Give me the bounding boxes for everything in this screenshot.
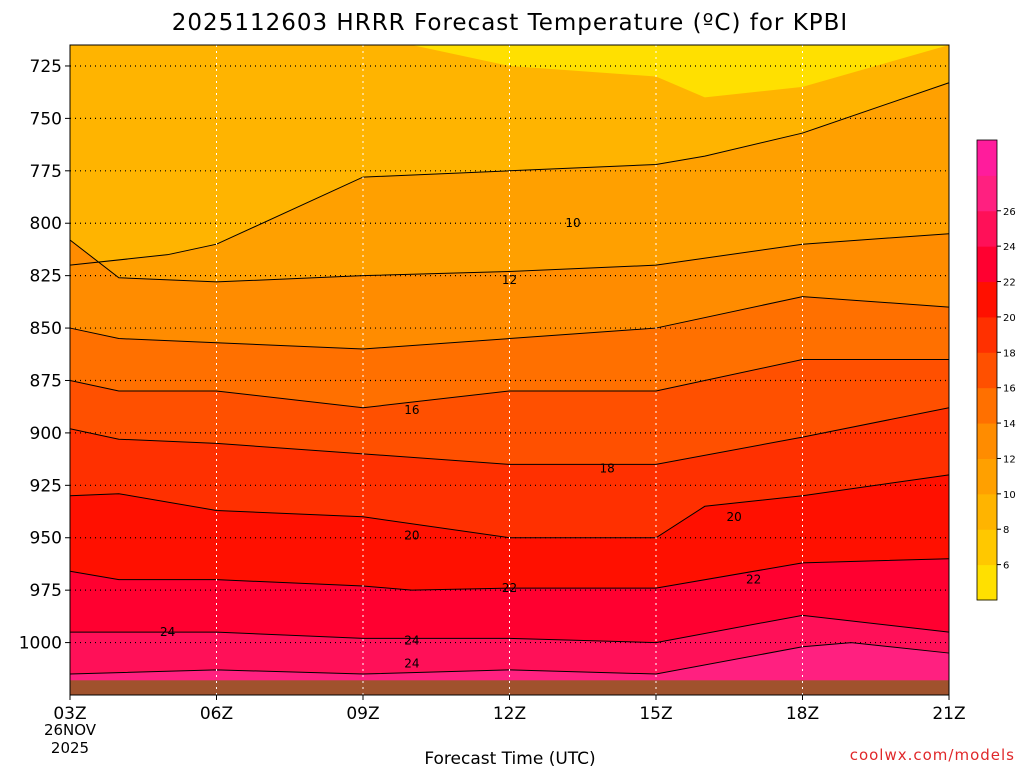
contour-label: 12 [502,273,517,287]
contour-line-10 [69,82,950,266]
contour-line-12 [69,233,950,283]
x-tick-label: 06Z [200,704,233,724]
colorbar-swatch [977,175,997,212]
colorbar-tick-label: 20 [1003,313,1016,324]
contour-line-18 [69,407,950,465]
credit-text: coolwx.com/models [850,746,1015,764]
y-tick-label: 800 [30,214,62,234]
chart-title: 2025112603 HRRR Forecast Temperature (ºC… [172,10,848,36]
y-tick-label: 850 [30,319,62,339]
x-tick-label: 03Z [53,704,86,724]
contour-label: 10 [565,216,580,230]
x-tick-label: 09Z [346,704,379,724]
contour-label: 16 [404,403,419,417]
y-tick-label: 900 [30,424,62,444]
colorbar-swatch [977,564,997,601]
colorbar-swatch [977,246,997,283]
y-tick-label: 775 [30,162,62,182]
y-tick-label: 750 [30,109,62,129]
contour-line-22 [69,558,950,591]
x-tick-label: 12Z [493,704,526,724]
colorbar-swatch [977,387,997,424]
colorbar-tick-label: 24 [1003,242,1016,253]
colorbar-tick-label: 26 [1003,207,1016,218]
contour-labels: 10 12 16 18 20 20 22 22 24 24 24 [160,216,761,670]
colorbar-tick-label: 18 [1003,348,1016,359]
y-tick-label: 725 [30,57,62,77]
temperature-fill-bands [70,45,949,695]
contour-label: 20 [726,510,741,524]
contour-label: 20 [404,529,419,543]
x-tick-label: 15Z [639,704,672,724]
colorbar-swatch [977,210,997,247]
contour-label: 18 [600,462,615,476]
colorbar-tick-label: 22 [1003,278,1016,289]
axes: 725 750 775 800 825 850 875 900 925 950 975 1000 03Z… [19,44,966,724]
contour-label: 22 [746,573,761,587]
band-6-8 [411,45,949,98]
colorbar-tick-label: 14 [1003,419,1016,430]
contour-label: 24 [404,633,419,647]
y-tick-label: 875 [30,371,62,391]
colorbar: 6 8 10 12 14 16 18 20 22 24 26 [976,139,1016,601]
contour-line-26 [69,642,950,675]
colorbar-tick-label: 16 [1003,384,1016,395]
colorbar-tick-label: 12 [1003,454,1016,465]
y-tick-label: 950 [30,529,62,549]
colorbar-swatch [977,423,997,459]
colorbar-swatch [977,352,997,389]
contour-label: 24 [160,625,175,639]
colorbar-swatch [977,529,997,566]
colorbar-tick-label: 8 [1003,525,1009,536]
colorbar-tick-label: 10 [1003,490,1016,501]
colorbar-swatch [977,140,997,176]
x-tick-label: 21Z [932,704,965,724]
contour-label: 24 [404,657,419,671]
contour-line-14 [69,296,950,350]
colorbar-swatch [977,458,997,495]
date-day-label: 26NOV [44,721,97,739]
contour-line-16 [69,359,949,409]
date-year-label: 2025 [51,739,89,757]
colorbar-swatch [977,493,997,530]
colorbar-frame [976,139,998,601]
y-tick-label: 975 [30,581,62,601]
colorbar-swatch [977,281,997,318]
y-tick-label: 1000 [19,634,62,654]
y-tick-label: 925 [30,476,62,496]
x-axis-label: Forecast Time (UTC) [424,749,595,768]
colorbar-swatch [977,316,997,353]
y-tick-label: 825 [30,267,62,287]
contour-label: 22 [502,581,517,595]
colorbar-tick-label: 6 [1003,561,1009,572]
x-tick-label: 18Z [786,704,819,724]
